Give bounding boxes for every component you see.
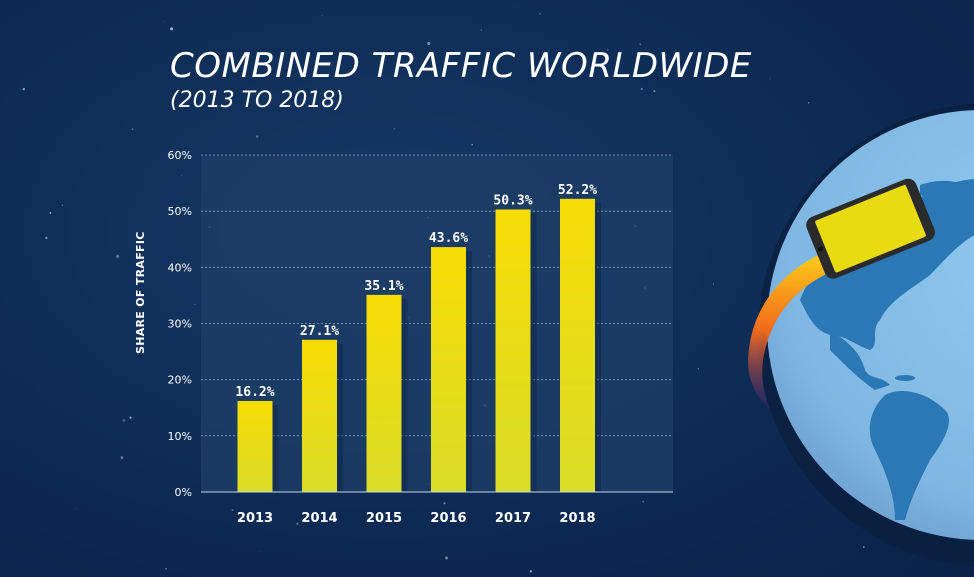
star — [712, 283, 714, 285]
chart-subtitle: (2013 TO 2018) — [170, 88, 344, 113]
star — [61, 204, 64, 206]
bar-2013 — [237, 401, 273, 492]
x-tick-label: 2013 — [237, 511, 273, 526]
data-label: 27.1% — [300, 324, 339, 339]
star — [231, 509, 234, 512]
bar-2018 — [560, 198, 595, 492]
y-tick-label: 40% — [168, 261, 192, 274]
chart-title: COMBINED TRAFFIC WORLDWIDE — [170, 46, 752, 86]
bar-2015 — [366, 294, 402, 492]
y-tick-label: 0% — [175, 486, 192, 499]
star — [122, 418, 126, 422]
star — [194, 303, 196, 306]
smartphone-icon — [806, 178, 935, 279]
star — [443, 502, 446, 505]
y-tick-label: 10% — [168, 430, 192, 443]
star — [697, 368, 699, 370]
x-tick-label: 2015 — [366, 511, 402, 526]
data-label: 43.6% — [429, 231, 468, 246]
star — [116, 254, 120, 258]
y-tick-label: 50% — [168, 205, 192, 218]
star — [539, 13, 541, 15]
star — [427, 41, 431, 46]
star — [480, 29, 482, 31]
star — [640, 87, 643, 91]
star — [807, 102, 810, 104]
bar-2016 — [431, 247, 466, 492]
x-tick-label: 2016 — [430, 511, 466, 526]
star — [163, 21, 165, 22]
star — [296, 522, 299, 525]
star — [445, 556, 448, 560]
star — [165, 567, 167, 570]
star — [259, 551, 261, 553]
star — [471, 143, 474, 146]
star — [120, 456, 124, 460]
star — [74, 507, 76, 509]
globe-illustration — [748, 103, 974, 567]
y-tick-label: 20% — [168, 374, 192, 387]
star — [178, 378, 180, 381]
bar-2014 — [302, 339, 337, 492]
star — [45, 236, 48, 240]
star — [393, 127, 396, 130]
data-label: 35.1% — [364, 279, 403, 294]
bar-2017 — [495, 209, 531, 492]
x-tick-label: 2017 — [495, 511, 531, 526]
star — [321, 15, 323, 17]
x-tick-label: 2014 — [301, 511, 337, 526]
y-axis-label: SHARE OF TRAFFIC — [134, 231, 147, 354]
star — [529, 570, 533, 573]
data-label: 16.2% — [235, 385, 274, 400]
star — [129, 416, 132, 419]
x-tick-label: 2018 — [559, 511, 595, 526]
star — [170, 27, 174, 31]
star — [22, 87, 25, 91]
y-tick-label: 60% — [168, 149, 192, 162]
star — [639, 43, 642, 46]
star — [606, 49, 609, 51]
star — [642, 501, 644, 503]
star — [181, 175, 182, 176]
star — [131, 128, 134, 131]
star — [49, 212, 52, 214]
y-tick-label: 30% — [168, 318, 192, 331]
star — [255, 135, 259, 138]
star — [769, 78, 771, 80]
star — [863, 546, 865, 548]
data-label: 52.2% — [558, 183, 597, 198]
data-label: 50.3% — [493, 193, 532, 208]
star — [653, 90, 656, 93]
